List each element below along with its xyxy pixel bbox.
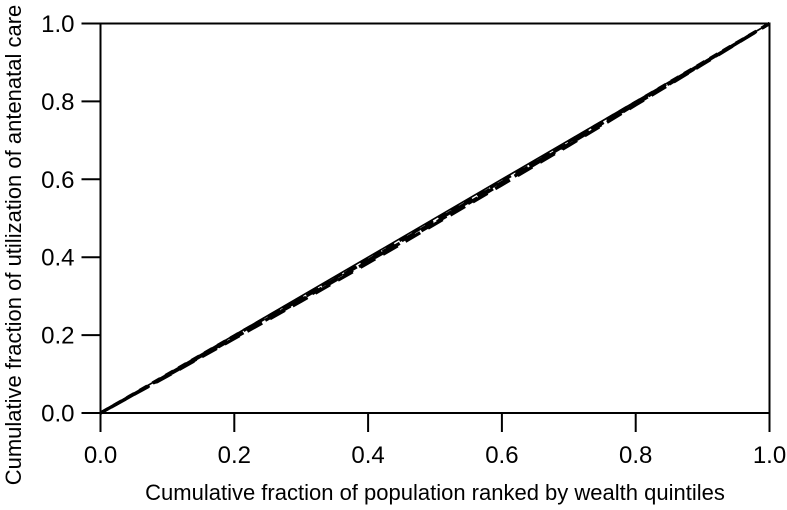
- x-tick-label: 0.2: [218, 442, 251, 469]
- series-concentration-curve-4: [99, 22, 771, 415]
- y-axis-ticks: 0.0 0.2 0.4 0.6 0.8 1.0: [41, 11, 101, 428]
- y-tick-label: 0.0: [41, 401, 74, 428]
- series-lines: [99, 22, 771, 415]
- x-tick-label: 0.6: [485, 442, 518, 469]
- y-tick-label: 0.6: [41, 167, 74, 194]
- plot-border: [99, 22, 771, 414]
- x-tick-label: 0.8: [619, 442, 652, 469]
- y-tick-label: 0.4: [41, 245, 74, 272]
- x-axis-ticks: 0.0 0.2 0.4 0.6 0.8 1.0: [84, 413, 786, 469]
- y-tick-label: 1.0: [41, 11, 74, 38]
- x-axis-title: Cumulative fraction of population ranked…: [145, 480, 725, 505]
- y-tick-label: 0.2: [41, 323, 74, 350]
- y-axis-title: Cumulative fraction of utilization of an…: [1, 5, 26, 486]
- x-tick-label: 1.0: [753, 442, 786, 469]
- x-tick-label: 0.0: [84, 442, 117, 469]
- y-tick-label: 0.8: [41, 89, 74, 116]
- series-line-of-equality: [100, 22, 770, 414]
- x-tick-label: 0.4: [351, 442, 384, 469]
